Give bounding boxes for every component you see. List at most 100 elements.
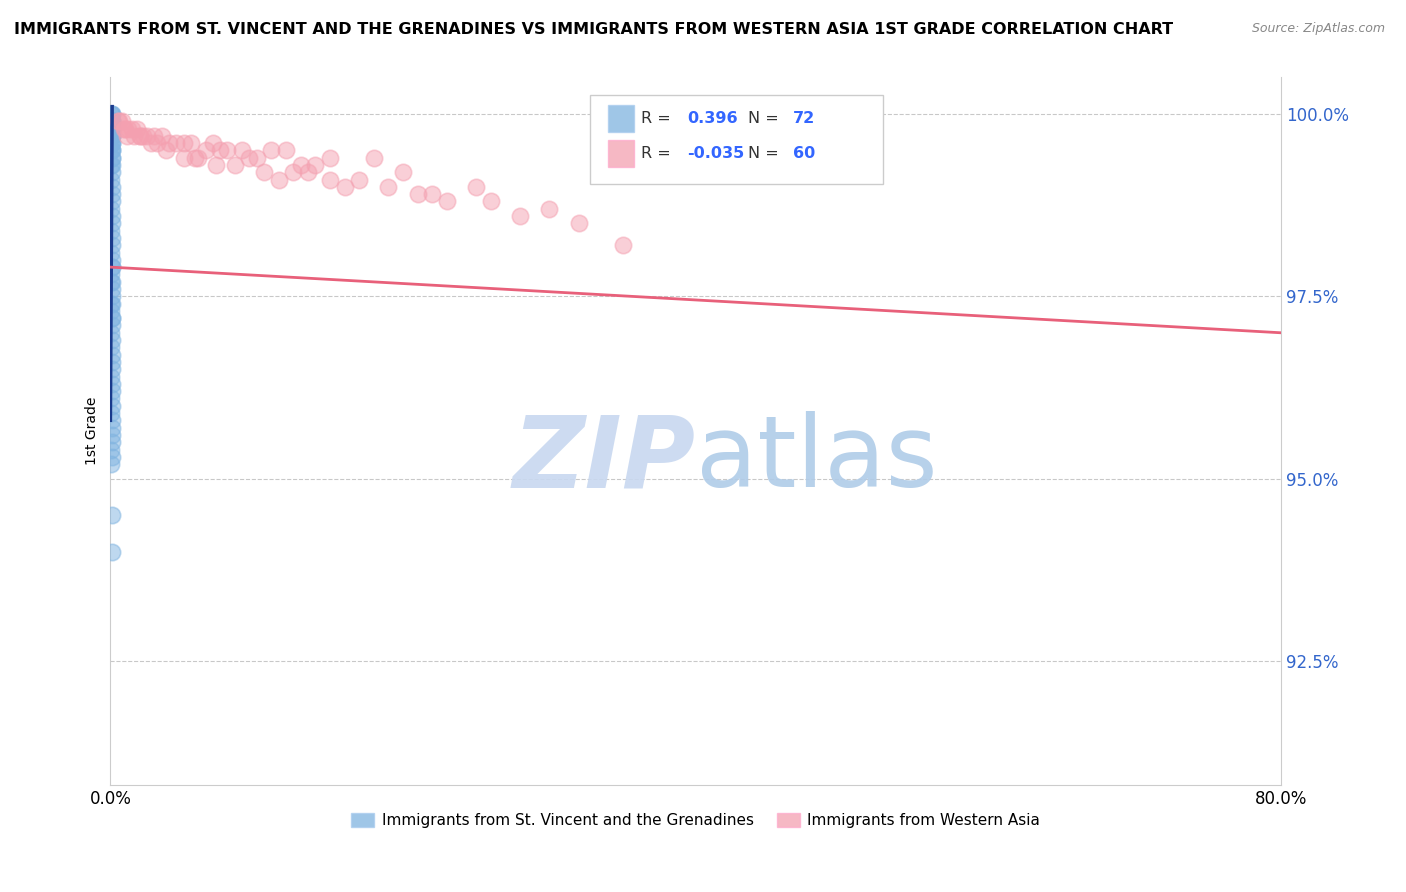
Point: [165, 136, 187, 150]
Point: [100, 289, 122, 303]
Point: [101, 114, 124, 128]
Point: [267, 172, 290, 186]
Point: [319, 172, 342, 186]
Point: [283, 165, 305, 179]
Text: 60: 60: [793, 146, 815, 161]
Point: [173, 136, 195, 150]
Point: [136, 128, 159, 143]
Point: [392, 165, 415, 179]
Point: [100, 275, 122, 289]
Point: [125, 121, 148, 136]
Point: [100, 144, 122, 158]
Point: [100, 333, 122, 347]
Point: [101, 348, 124, 362]
Point: [290, 158, 312, 172]
Point: [100, 268, 122, 282]
Point: [101, 508, 124, 523]
FancyBboxPatch shape: [607, 105, 634, 132]
Point: [436, 194, 458, 209]
Point: [100, 428, 122, 442]
Point: [209, 144, 232, 158]
Point: [100, 376, 122, 391]
Point: [101, 296, 124, 310]
Point: [100, 151, 122, 165]
Point: [100, 194, 122, 209]
Point: [101, 384, 124, 398]
Point: [100, 304, 122, 318]
Point: [101, 435, 124, 450]
Point: [100, 544, 122, 558]
Point: [253, 165, 276, 179]
Point: [101, 420, 124, 434]
Legend: Immigrants from St. Vincent and the Grenadines, Immigrants from Western Asia: Immigrants from St. Vincent and the Gren…: [344, 806, 1046, 834]
Point: [100, 158, 122, 172]
Point: [101, 144, 124, 158]
Point: [100, 326, 122, 340]
Point: [100, 296, 122, 310]
Point: [465, 179, 488, 194]
Point: [101, 128, 124, 143]
Point: [217, 144, 239, 158]
Point: [319, 151, 342, 165]
Point: [246, 151, 269, 165]
Point: [100, 450, 122, 464]
Point: [101, 238, 124, 252]
Point: [100, 252, 122, 267]
Point: [100, 413, 122, 427]
Point: [100, 107, 122, 121]
Point: [100, 128, 122, 143]
Point: [100, 275, 122, 289]
Point: [100, 392, 122, 406]
Point: [180, 136, 202, 150]
Point: [201, 136, 224, 150]
Point: [131, 128, 153, 143]
Point: [100, 355, 122, 369]
Y-axis label: 1st Grade: 1st Grade: [86, 397, 100, 466]
Point: [100, 260, 122, 274]
Point: [100, 172, 122, 186]
Point: [146, 136, 169, 150]
Point: [101, 282, 124, 296]
Point: [274, 144, 297, 158]
Text: N =: N =: [748, 111, 779, 126]
Text: 0.396: 0.396: [688, 111, 738, 126]
Point: [128, 128, 150, 143]
Point: [100, 340, 122, 354]
Text: atlas: atlas: [696, 411, 938, 508]
Point: [742, 107, 765, 121]
Point: [100, 311, 122, 326]
Point: [100, 399, 122, 413]
Point: [406, 187, 429, 202]
Point: [100, 209, 122, 223]
Point: [100, 136, 122, 150]
Point: [141, 136, 163, 150]
Point: [108, 114, 131, 128]
Point: [297, 165, 319, 179]
Point: [100, 158, 122, 172]
Point: [420, 187, 443, 202]
Text: -0.035: -0.035: [688, 146, 745, 161]
Point: [377, 179, 399, 194]
Point: [143, 128, 166, 143]
Point: [101, 311, 124, 326]
Point: [101, 121, 124, 136]
Text: R =: R =: [641, 146, 671, 161]
Point: [333, 179, 356, 194]
Point: [155, 144, 177, 158]
Point: [224, 158, 246, 172]
Point: [101, 114, 124, 128]
Text: ZIP: ZIP: [513, 411, 696, 508]
Point: [509, 209, 531, 223]
Text: 72: 72: [793, 111, 815, 126]
Point: [121, 121, 143, 136]
Point: [100, 114, 122, 128]
Point: [117, 121, 139, 136]
Point: [150, 128, 173, 143]
Point: [100, 318, 122, 333]
Point: [122, 128, 145, 143]
Point: [100, 128, 122, 143]
Text: Source: ZipAtlas.com: Source: ZipAtlas.com: [1251, 22, 1385, 36]
Point: [111, 114, 134, 128]
Point: [100, 121, 122, 136]
Point: [184, 151, 207, 165]
